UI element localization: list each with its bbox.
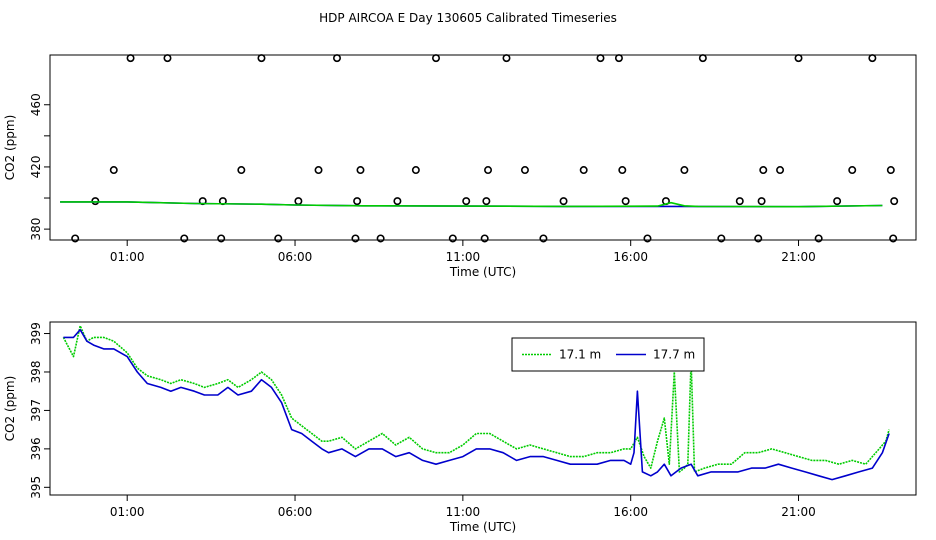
data-point [71, 234, 80, 243]
data-point [643, 234, 652, 243]
y-tick-label: 399 [29, 322, 43, 345]
legend-label: 17.7 m [653, 348, 695, 362]
data-point [579, 166, 588, 175]
data-point [448, 234, 457, 243]
data-point [353, 197, 362, 206]
data-point [376, 234, 385, 243]
data-point [109, 166, 118, 175]
data-point [614, 54, 623, 63]
series-line [60, 201, 883, 208]
data-point [890, 197, 899, 206]
y-tick-label: 395 [29, 476, 43, 499]
data-point [502, 54, 511, 63]
data-point [886, 166, 895, 175]
data-point [217, 234, 226, 243]
data-point [539, 234, 548, 243]
data-point [482, 197, 491, 206]
data-point [332, 54, 341, 63]
data-point [180, 234, 189, 243]
x-tick-label: 21:00 [781, 505, 816, 519]
x-tick-label: 11:00 [446, 505, 481, 519]
data-point [596, 54, 605, 63]
top-panel: 01:00 06:00 11:00 16:00 21:00 Time (UTC) 380 42… [3, 54, 917, 279]
data-point [868, 54, 877, 63]
data-point [848, 166, 857, 175]
y-tick-label: 460 [29, 93, 43, 116]
data-point [735, 197, 744, 206]
data-point [462, 197, 471, 206]
data-point [351, 234, 360, 243]
chart-title: HDP AIRCOA E Day 130605 Calibrated Times… [319, 11, 617, 25]
data-point [833, 197, 842, 206]
y-tick-label: 396 [29, 437, 43, 460]
x-tick-label: 16:00 [613, 250, 648, 264]
data-point [794, 54, 803, 63]
data-point [484, 166, 493, 175]
data-point [393, 197, 402, 206]
y-tick-label: 420 [29, 155, 43, 178]
data-point [618, 166, 627, 175]
data-point [356, 166, 365, 175]
data-point [237, 166, 246, 175]
x-tick-label: 01:00 [110, 250, 145, 264]
data-point [776, 166, 785, 175]
y-axis-label: CO2 (ppm) [3, 376, 17, 442]
x-axis-label: Time (UTC) [449, 520, 516, 534]
series-line [62, 324, 890, 473]
data-point [432, 54, 441, 63]
data-point [480, 234, 489, 243]
data-point [294, 197, 303, 206]
x-tick-label: 21:00 [781, 250, 816, 264]
data-point [889, 234, 898, 243]
data-point [759, 166, 768, 175]
x-tick-label: 16:00 [613, 505, 648, 519]
data-point [257, 54, 266, 63]
x-tick-label: 06:00 [278, 250, 313, 264]
plot-frame [49, 54, 917, 241]
data-point [680, 166, 689, 175]
data-point [126, 54, 135, 63]
legend: 17.1 m 17.7 m [511, 337, 705, 372]
data-point [757, 197, 766, 206]
x-tick-label: 01:00 [110, 505, 145, 519]
data-point [520, 166, 529, 175]
y-tick-label: 380 [29, 218, 43, 241]
data-point [274, 234, 283, 243]
x-axis-label: Time (UTC) [449, 265, 516, 279]
y-tick-label: 398 [29, 361, 43, 384]
data-point [621, 197, 630, 206]
data-point [698, 54, 707, 63]
legend-box [511, 337, 705, 372]
data-point [717, 234, 726, 243]
x-tick-label: 11:00 [446, 250, 481, 264]
bottom-panel: 01:00 06:00 11:00 16:00 21:00 Time (UTC) 395 39… [3, 321, 917, 534]
plot-frame [49, 321, 917, 496]
x-tick-label: 06:00 [278, 505, 313, 519]
data-point [754, 234, 763, 243]
y-axis-label: CO2 (ppm) [3, 115, 17, 181]
legend-label: 17.1 m [559, 348, 601, 362]
y-tick-label: 397 [29, 399, 43, 422]
series-line [63, 328, 890, 481]
data-point [411, 166, 420, 175]
data-point [163, 54, 172, 63]
data-point [814, 234, 823, 243]
data-point [559, 197, 568, 206]
data-point [314, 166, 323, 175]
